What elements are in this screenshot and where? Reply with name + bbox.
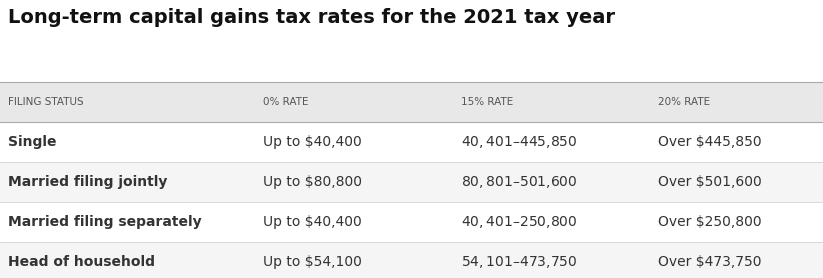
Text: $40,401 – $250,800: $40,401 – $250,800 — [461, 214, 578, 230]
Text: 15% RATE: 15% RATE — [461, 97, 513, 107]
Text: Married filing separately: Married filing separately — [8, 215, 202, 229]
Text: Up to $54,100: Up to $54,100 — [263, 255, 362, 269]
Bar — [0, 242, 823, 278]
Text: Over $250,800: Over $250,800 — [658, 215, 762, 229]
Text: Single: Single — [8, 135, 57, 149]
Text: Over $445,850: Over $445,850 — [658, 135, 762, 149]
Bar — [0, 83, 823, 122]
Text: $54,101 – $473,750: $54,101 – $473,750 — [461, 254, 578, 270]
Text: Long-term capital gains tax rates for the 2021 tax year: Long-term capital gains tax rates for th… — [8, 8, 616, 27]
Text: Up to $80,800: Up to $80,800 — [263, 175, 362, 189]
Text: $80,801 – $501,600: $80,801 – $501,600 — [461, 174, 578, 190]
Text: Over $501,600: Over $501,600 — [658, 175, 762, 189]
Text: FILING STATUS: FILING STATUS — [8, 97, 84, 107]
Bar — [0, 122, 823, 162]
Text: Up to $40,400: Up to $40,400 — [263, 215, 362, 229]
Text: Married filing jointly: Married filing jointly — [8, 175, 168, 189]
Text: Up to $40,400: Up to $40,400 — [263, 135, 362, 149]
Bar — [0, 202, 823, 242]
Text: Over $473,750: Over $473,750 — [658, 255, 762, 269]
Bar — [0, 162, 823, 202]
Text: $40,401 – $445,850: $40,401 – $445,850 — [461, 134, 578, 150]
Text: Head of household: Head of household — [8, 255, 156, 269]
Text: 20% RATE: 20% RATE — [658, 97, 710, 107]
Text: 0% RATE: 0% RATE — [263, 97, 309, 107]
